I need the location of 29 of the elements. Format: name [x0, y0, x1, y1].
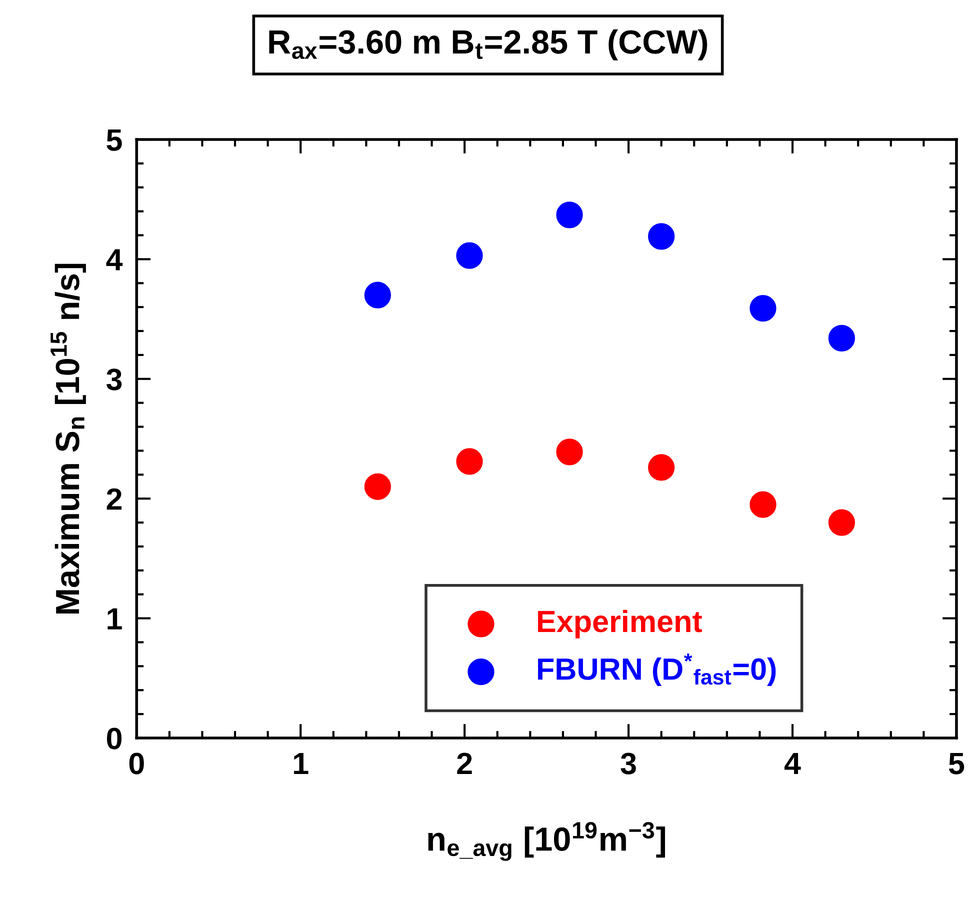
x-tick-label: 2 [457, 752, 472, 774]
x-tick-label: 4 [784, 753, 801, 774]
point [750, 294, 776, 322]
y-tick-label: 5 [106, 130, 122, 151]
chart-title: R$_{ax}$=3.60 m B$_{t}$=2.85 T (CCW) [269, 29, 708, 60]
y-tick-label: 0 [106, 728, 122, 750]
point [828, 324, 856, 352]
legend-label: Experiment [538, 610, 702, 638]
legend-label: FBURN (D$^{*}$$_{fast}$=0) [538, 654, 776, 686]
point [364, 473, 391, 500]
point [556, 202, 583, 228]
y-tick-label: 1 [108, 608, 122, 630]
x-tick-label: 5 [948, 753, 964, 774]
point [456, 242, 483, 269]
y-axis-title: Maximum S$_{n}$ [10$^{15}$ n/s] [50, 264, 86, 614]
x-axis-title: n$_{e_avg}$ [10$^{19}$m$^{−3}$] [428, 822, 666, 861]
y-tick-label: 4 [106, 249, 123, 270]
point [364, 282, 391, 308]
point [750, 491, 776, 518]
point [648, 454, 675, 481]
point [556, 438, 583, 466]
y-tick-label: 2 [106, 488, 122, 510]
x-tick-label: 0 [129, 752, 144, 774]
y-tick-label: 3 [106, 368, 122, 390]
point [828, 509, 856, 536]
point [456, 448, 483, 475]
x-tick-label: 3 [620, 752, 636, 774]
x-tick-label: 1 [294, 753, 308, 774]
point [648, 223, 675, 250]
